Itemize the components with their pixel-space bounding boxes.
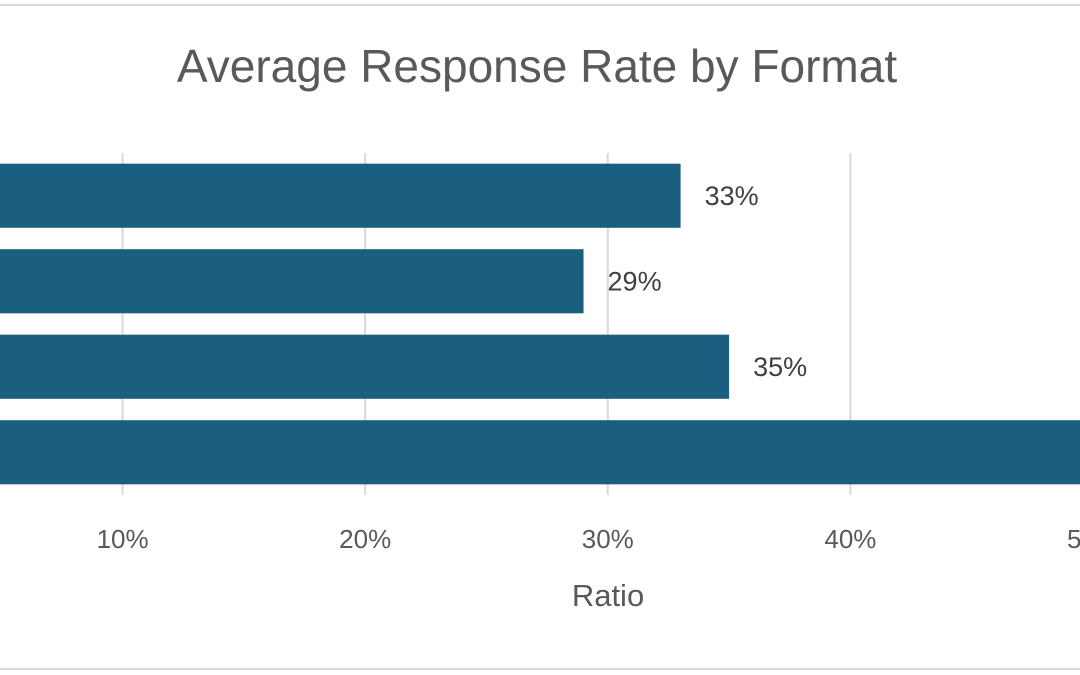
x-tick-label: 30% <box>582 524 634 554</box>
data-label: 35% <box>753 352 807 382</box>
data-label: 29% <box>608 266 662 296</box>
bar <box>0 249 584 314</box>
chart-title: Average Response Rate by Format <box>177 40 897 92</box>
bar <box>0 420 1080 485</box>
x-tick-label: 10% <box>97 524 149 554</box>
data-label: 33% <box>705 181 759 211</box>
x-tick-label: 40% <box>824 524 876 554</box>
bar <box>0 163 681 228</box>
x-tick-label: 50% <box>1067 524 1080 554</box>
chart-frame <box>0 4 1080 670</box>
x-axis-title: Ratio <box>572 578 644 613</box>
x-tick-label: 20% <box>339 524 391 554</box>
bar <box>0 334 730 399</box>
